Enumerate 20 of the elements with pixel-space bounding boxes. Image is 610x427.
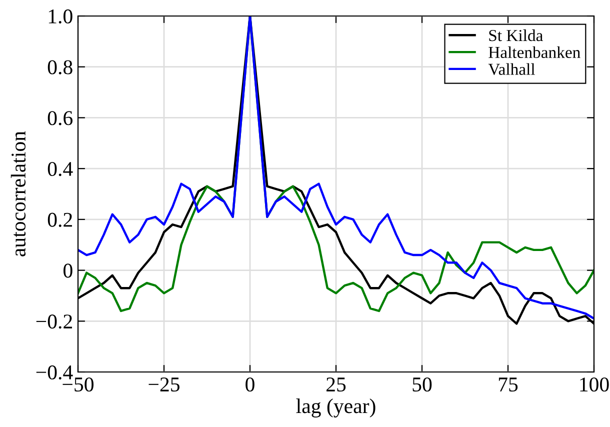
y-tick-label: 0.6	[48, 111, 73, 126]
y-tick-label: 0.2	[48, 212, 72, 227]
x-tick-label: 100	[580, 377, 609, 392]
y-tick-label: −0.2	[36, 314, 72, 329]
x-tick-label: 75	[498, 378, 518, 392]
y-tick-label: 0.4	[48, 162, 73, 176]
x-tick-label: −50	[62, 377, 94, 392]
x-tick-label: −25	[148, 378, 180, 392]
x-tick-label: 25	[326, 378, 346, 392]
legend-label: Haltenbanken	[488, 46, 580, 58]
legend-label: Valhall	[488, 63, 535, 76]
x-axis-title: lag (year)	[296, 398, 376, 418]
x-tick-label: 0	[246, 377, 254, 392]
legend-label: St Kilda	[489, 29, 543, 42]
y-tick-label: 0.8	[48, 60, 72, 74]
x-tick-label: 50	[412, 377, 432, 392]
y-tick-label: 0	[64, 264, 72, 278]
y-axis-title: autocorrelation	[10, 131, 26, 256]
y-tick-label: 1.0	[48, 9, 72, 24]
y-tick-label: −0.4	[36, 365, 73, 380]
